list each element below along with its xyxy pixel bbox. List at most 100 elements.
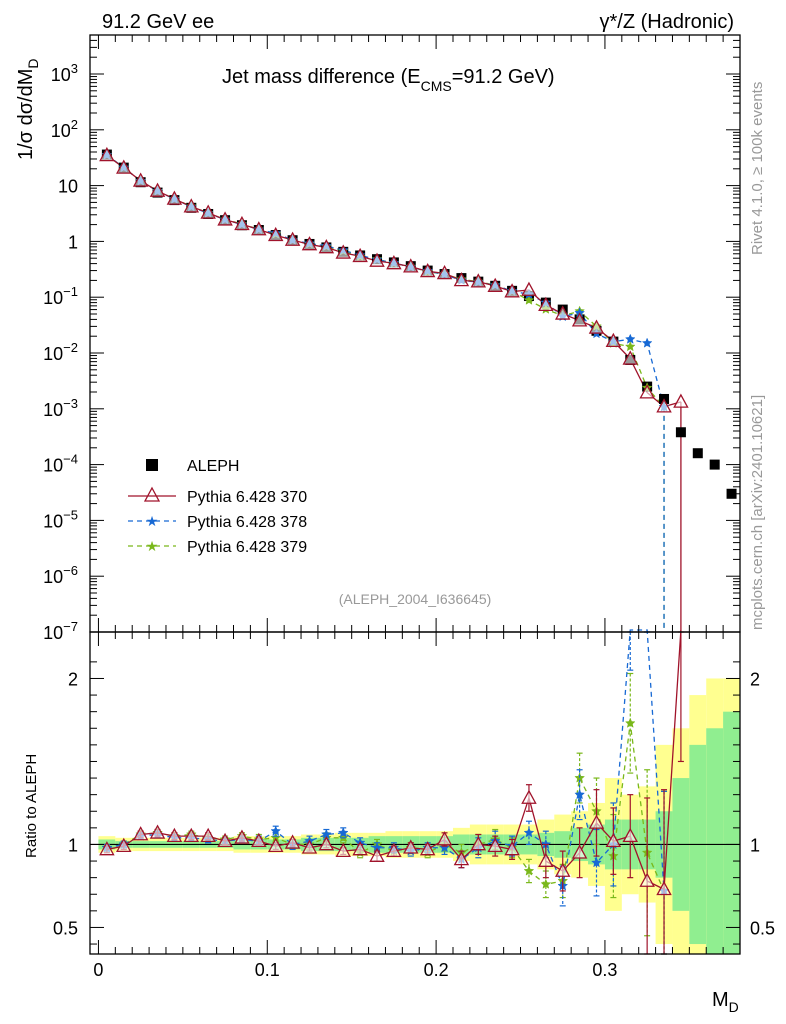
rivet-label: Rivet 4.1.0, ≥ 100k events	[749, 82, 766, 255]
mc-line	[106, 154, 665, 408]
ratio-point	[337, 827, 349, 838]
ratio-y-label: Ratio to ALEPH	[23, 754, 40, 858]
ratio-point	[591, 857, 602, 868]
ratio-point	[540, 878, 552, 889]
mc-point	[588, 319, 605, 334]
legend-label-379: Pythia 6.428 379	[187, 539, 307, 556]
tick-layer: 0 0.1 0.2 0.310310210110−110−210−310−410−51…	[43, 34, 775, 980]
mc-point	[251, 221, 267, 236]
mc-point	[523, 294, 535, 305]
ratio-point	[116, 837, 132, 853]
main-mark-layer	[99, 146, 737, 632]
mc-point	[217, 211, 233, 226]
mc-point	[641, 337, 653, 348]
ratio-point	[335, 842, 351, 857]
ratio-point	[200, 827, 216, 843]
ratio-point	[639, 872, 655, 887]
analysis-tag: (ALEPH_2004_I636645)	[339, 591, 492, 607]
x-tick-label: 0.3	[592, 960, 617, 980]
header-left: 91.2 GeV ee	[102, 11, 214, 33]
mc-point	[624, 333, 636, 344]
ratio-point	[656, 880, 672, 896]
mc-point	[132, 172, 149, 187]
mc-point	[504, 283, 520, 298]
mc-point	[487, 277, 503, 292]
chart-title: Jet mass difference (ECMS=91.2 GeV)	[222, 66, 555, 94]
y-tick-label: 10	[58, 177, 78, 197]
x-tick-label: 0.2	[424, 960, 449, 980]
ratio-tick-label: 1	[68, 835, 78, 855]
mc-line	[106, 154, 682, 408]
legend-label-aleph: ALEPH	[187, 458, 239, 475]
ratio-point	[523, 827, 535, 838]
legend: ALEPH Pythia 6.428 370 ★ Pythia 6.428 37…	[128, 458, 307, 556]
mc-point	[419, 262, 436, 278]
ratio-tick-label: 2	[68, 669, 78, 689]
ratio-tick-label-right: 2	[750, 669, 760, 689]
mc-line	[106, 154, 665, 408]
ratio-point	[149, 824, 166, 839]
mcplots-label: mcplots.cern.ch [arXiv:2401.10621]	[749, 395, 766, 630]
x-tick-label: 0	[93, 960, 103, 980]
ratio-line	[106, 723, 665, 892]
ratio-point	[419, 841, 436, 856]
y-axis-label: 1/σ dσ/dMD	[15, 58, 41, 160]
ratio-point	[234, 829, 250, 844]
ratio-point	[386, 842, 402, 857]
mc-point	[554, 305, 571, 320]
ratio-point	[352, 841, 368, 856]
x-tick-label: 0.1	[255, 960, 280, 980]
y-tick-label: 10−2	[43, 340, 78, 364]
mc-point	[639, 384, 655, 399]
ratio-point	[267, 837, 284, 853]
mc-point	[352, 247, 368, 263]
mc-point	[656, 398, 672, 413]
ratio-point	[284, 834, 301, 849]
mc-point	[149, 182, 166, 197]
ratio-point	[403, 839, 419, 854]
mc-point	[234, 215, 250, 231]
mc-point	[571, 312, 588, 327]
mc-point	[538, 296, 554, 312]
ratio-point	[166, 827, 183, 843]
ratio-point	[554, 862, 571, 877]
band-inner	[723, 711, 740, 954]
ratio-point	[624, 717, 636, 728]
ratio-point	[487, 837, 503, 853]
mc-point	[116, 159, 132, 174]
ratio-point	[251, 832, 267, 848]
ratio-point	[588, 814, 605, 829]
y-tick-label: 1	[68, 232, 78, 252]
ratio-point	[470, 836, 487, 851]
y-tick-label: 102	[51, 117, 78, 141]
ratio-point	[318, 836, 335, 851]
mc-point	[166, 190, 183, 205]
mc-point	[470, 273, 487, 288]
ratio-tick-label: 0.5	[53, 918, 78, 938]
aleph-point	[709, 459, 720, 470]
mc-point	[386, 255, 402, 270]
ratio-point	[538, 852, 554, 867]
ratio-tick-label-right: 1	[750, 835, 760, 855]
mc-point	[318, 239, 335, 254]
ratio-point	[217, 832, 233, 848]
mc-point	[369, 252, 385, 267]
mc-point	[284, 231, 301, 246]
mc-point	[200, 204, 216, 219]
mc-point	[673, 393, 689, 408]
ratio-mark-layer	[99, 629, 684, 955]
ratio-frame	[89, 631, 741, 955]
legend-marker-378: ★	[146, 513, 159, 529]
band-inner	[706, 728, 724, 954]
y-tick-label: 10−1	[43, 284, 78, 308]
y-tick-label: 10−3	[43, 396, 78, 420]
ratio-point	[99, 841, 115, 856]
mc-point	[436, 264, 453, 280]
y-tick-label: 10−4	[43, 452, 78, 476]
ratio-point	[622, 827, 639, 843]
mc-point	[267, 226, 284, 242]
mc-point	[622, 350, 639, 365]
x-axis-label: MD	[712, 989, 739, 1015]
mc-point	[605, 332, 622, 348]
